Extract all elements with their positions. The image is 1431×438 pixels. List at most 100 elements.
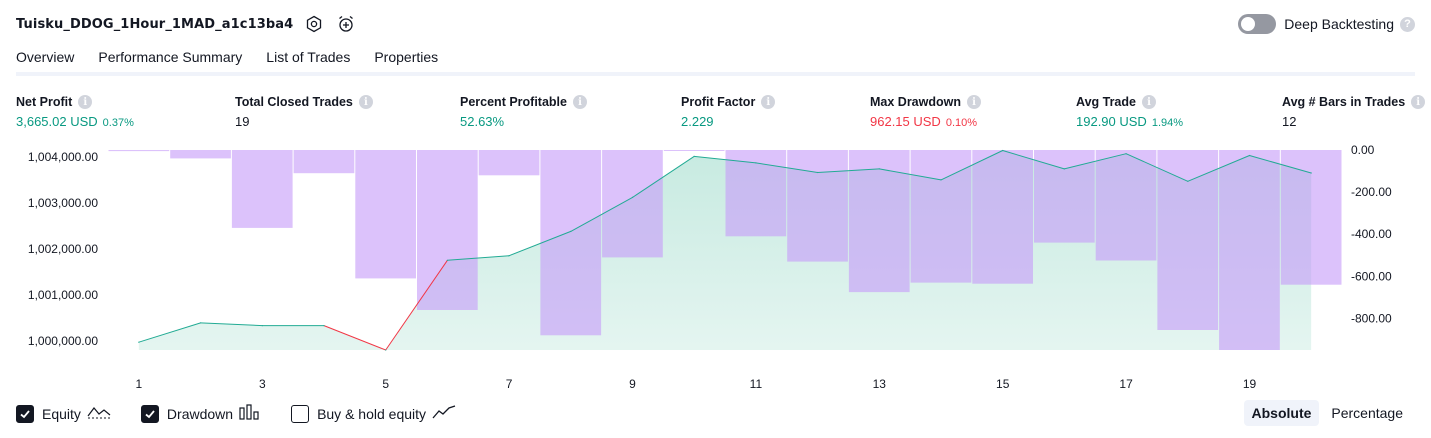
absolute-button[interactable]: Absolute bbox=[1243, 400, 1320, 426]
equity-line-segment bbox=[755, 162, 818, 173]
help-icon[interactable]: ? bbox=[1400, 16, 1415, 32]
x-axis-tick-label: 9 bbox=[629, 377, 636, 391]
value-mode-switch: Absolute Percentage bbox=[1240, 400, 1412, 426]
drawdown-bar bbox=[478, 150, 540, 176]
drawdown-bar bbox=[910, 150, 972, 283]
deep-backtesting-control: Deep Backtesting ? bbox=[1238, 12, 1415, 36]
info-icon[interactable]: i bbox=[967, 95, 981, 109]
deep-backtesting-toggle[interactable] bbox=[1238, 14, 1277, 34]
legend-drawdown[interactable]: Drawdown bbox=[140, 403, 261, 425]
legend-label: Drawdown bbox=[166, 406, 234, 422]
right-axis-tick-label: -600.00 bbox=[1351, 269, 1392, 283]
info-icon[interactable]: i bbox=[572, 95, 587, 109]
equity-point bbox=[817, 171, 819, 174]
equity-line-segment bbox=[570, 196, 633, 232]
percentage-button[interactable]: Percentage bbox=[1331, 405, 1403, 421]
right-axis-tick-label: -200.00 bbox=[1351, 185, 1392, 199]
equity-point bbox=[693, 155, 695, 157]
equity-point bbox=[631, 196, 634, 198]
strategy-name: Tuisku_DDOG_1Hour_1MAD_a1c13ba4 bbox=[16, 16, 294, 32]
equity-point bbox=[1187, 180, 1189, 182]
info-icon[interactable]: i bbox=[761, 95, 776, 109]
stat-label: Max Drawdown bbox=[870, 95, 961, 109]
drawdown-bar bbox=[1280, 150, 1342, 285]
tab-list-of-trades[interactable]: List of Trades bbox=[266, 49, 351, 65]
stat-label: Avg Trade bbox=[1076, 95, 1136, 109]
drawdown-bar bbox=[1034, 150, 1095, 243]
drawdown-bar bbox=[972, 150, 1033, 284]
equity-point bbox=[878, 168, 880, 170]
stat-value: 12 bbox=[1282, 114, 1297, 129]
equity-line-segment bbox=[1125, 153, 1189, 182]
drawdown-checkbox[interactable] bbox=[140, 405, 159, 423]
report-tabs: Overview Performance Summary List of Tra… bbox=[16, 44, 462, 76]
equity-point bbox=[1310, 172, 1312, 174]
stat-value: 2.229 bbox=[681, 114, 714, 129]
legend-equity[interactable]: Equity bbox=[16, 404, 111, 425]
equity-checkbox[interactable] bbox=[16, 405, 34, 423]
tabs-divider bbox=[16, 72, 1415, 76]
drawdown-bar bbox=[170, 150, 231, 159]
info-icon[interactable]: i bbox=[78, 95, 93, 109]
equity-line-segment bbox=[323, 325, 386, 351]
drawdown-bar bbox=[602, 150, 663, 258]
left-axis-tick-label: 1,001,000.00 bbox=[28, 288, 98, 302]
drawdown-bar bbox=[663, 150, 725, 151]
stat-percent: 0.37% bbox=[102, 117, 134, 129]
stat-percent-profitable: Percent Profitable i 52.63% bbox=[460, 94, 587, 130]
tab-performance-summary[interactable]: Performance Summary bbox=[98, 49, 243, 65]
stat-avg-bars-in-trades: Avg # Bars in Trades i 12 bbox=[1282, 94, 1426, 130]
buy-hold-line-icon bbox=[432, 404, 456, 425]
buy-hold-checkbox[interactable] bbox=[291, 405, 310, 423]
alarm-clock-plus-icon[interactable] bbox=[335, 13, 357, 35]
stat-value: 52.63% bbox=[460, 114, 505, 129]
equity-line-segment bbox=[508, 230, 571, 257]
equity-line-segment bbox=[1064, 153, 1127, 170]
equity-drawdown-chart[interactable]: 1,004,000.00 1,003,000.00 1,002,000.00 1,00… bbox=[0, 140, 1431, 396]
chart-legend: Equity Drawdown Buy & hold equity bbox=[16, 403, 486, 425]
x-axis-tick-label: 13 bbox=[873, 377, 887, 391]
stat-percent: 1.94% bbox=[1151, 117, 1184, 129]
x-axis-tick-label: 7 bbox=[506, 377, 513, 391]
stat-max-drawdown: Max Drawdown i 962.15 USD 0.10% bbox=[870, 94, 981, 130]
stat-value: 19 bbox=[235, 114, 250, 129]
equity-line-icon bbox=[87, 404, 111, 425]
drawdown-bar bbox=[787, 150, 848, 262]
info-icon[interactable]: i bbox=[1411, 95, 1426, 109]
stat-label: Profit Factor bbox=[681, 95, 756, 109]
stat-value: 192.90 USD bbox=[1076, 114, 1147, 129]
x-axis-tick-label: 5 bbox=[382, 377, 389, 391]
drawdown-bar bbox=[1157, 150, 1219, 330]
x-axis-tick-label: 19 bbox=[1243, 377, 1257, 391]
x-axis-tick-label: 3 bbox=[259, 377, 266, 391]
strategy-header: Tuisku_DDOG_1Hour_1MAD_a1c13ba4 bbox=[16, 12, 357, 36]
legend-buy-hold-equity[interactable]: Buy & hold equity bbox=[291, 404, 456, 425]
tab-overview[interactable]: Overview bbox=[16, 44, 75, 75]
equity-point bbox=[385, 349, 387, 351]
stat-avg-trade: Avg Trade i 192.90 USD 1.94% bbox=[1076, 94, 1183, 130]
equity-point bbox=[323, 325, 325, 327]
drawdown-bar bbox=[417, 150, 478, 310]
stat-value: 962.15 USD bbox=[870, 114, 941, 129]
equity-point bbox=[940, 179, 942, 181]
info-icon[interactable]: i bbox=[358, 95, 373, 109]
left-axis-tick-label: 1,004,000.00 bbox=[28, 150, 98, 164]
right-axis-tick-label: -800.00 bbox=[1351, 311, 1392, 325]
equity-line-segment bbox=[879, 168, 942, 181]
equity-line-segment bbox=[447, 255, 510, 261]
x-axis-tick-label: 1 bbox=[135, 377, 142, 391]
drawdown-bar bbox=[540, 150, 602, 336]
equity-line-segment bbox=[385, 260, 448, 351]
tab-properties[interactable]: Properties bbox=[374, 49, 439, 65]
equity-line-segment bbox=[632, 155, 695, 198]
legend-label: Equity bbox=[42, 406, 81, 422]
right-axis-tick-label: 0.00 bbox=[1351, 143, 1375, 157]
equity-point bbox=[261, 325, 263, 327]
drawdown-bar bbox=[725, 150, 787, 237]
info-icon[interactable]: i bbox=[1141, 95, 1156, 109]
equity-line-segment bbox=[1187, 155, 1250, 182]
stat-label: Avg # Bars in Trades bbox=[1282, 95, 1406, 109]
equity-line-segment bbox=[1249, 155, 1312, 174]
gear-icon[interactable] bbox=[303, 13, 325, 35]
equity-line-segment bbox=[817, 168, 880, 173]
